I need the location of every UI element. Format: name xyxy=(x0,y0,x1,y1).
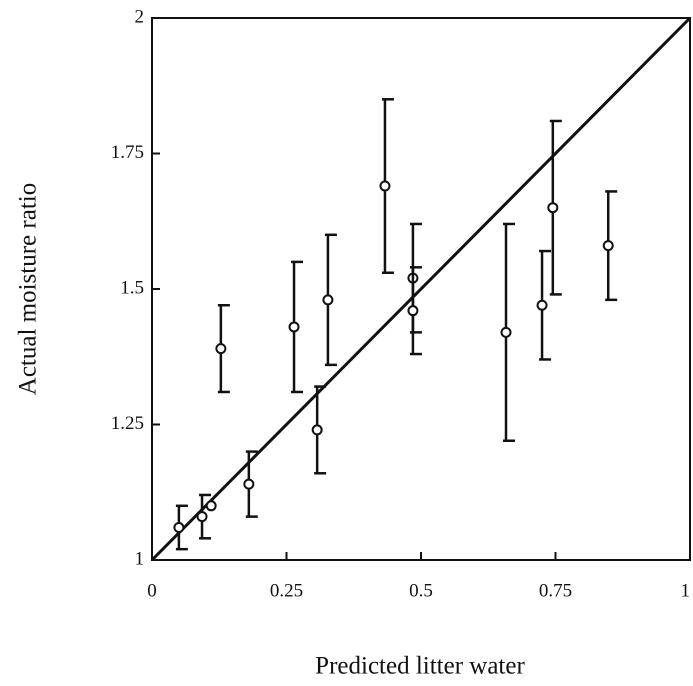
error-bar xyxy=(314,385,327,475)
data-point xyxy=(322,294,334,306)
error-bar xyxy=(245,450,258,518)
x-axis-title: Predicted litter water xyxy=(315,653,525,680)
data-point xyxy=(602,240,614,252)
data-point xyxy=(500,326,512,338)
y-tick-label: 1.5 xyxy=(120,277,144,298)
x-tick-label: 0 xyxy=(147,580,157,601)
y-tick-label: 1 xyxy=(135,548,145,569)
y-axis-title: Actual moisture ratio xyxy=(15,183,42,395)
y-tick-label: 1.25 xyxy=(111,413,144,434)
x-tick-label: 0.5 xyxy=(409,580,433,601)
data-point xyxy=(215,343,227,355)
data-point xyxy=(243,478,255,490)
data-point xyxy=(536,299,548,311)
x-tick-label: 0.75 xyxy=(539,580,572,601)
error-bar xyxy=(291,260,304,394)
data-point xyxy=(173,521,185,533)
error-bar xyxy=(175,504,188,551)
data-point xyxy=(288,321,300,333)
error-bar xyxy=(324,233,337,367)
x-tick-label: 0.25 xyxy=(270,580,303,601)
data-point xyxy=(205,500,217,512)
error-bar xyxy=(503,222,516,443)
y-tick-label: 1.75 xyxy=(111,142,144,163)
error-bar xyxy=(549,119,562,296)
error-bar xyxy=(539,249,552,361)
error-bar xyxy=(199,493,212,540)
x-tick-label: 1 xyxy=(681,580,691,601)
error-bar xyxy=(217,304,230,394)
y-tick-label: 2 xyxy=(135,6,145,27)
data-point xyxy=(407,305,419,317)
data-point xyxy=(547,202,559,214)
data-point xyxy=(311,424,323,436)
reference-line xyxy=(150,16,692,562)
error-bar xyxy=(605,190,618,302)
data-point xyxy=(196,511,208,523)
data-point xyxy=(379,180,391,192)
error-bar xyxy=(409,266,422,356)
error-bar xyxy=(381,98,394,274)
